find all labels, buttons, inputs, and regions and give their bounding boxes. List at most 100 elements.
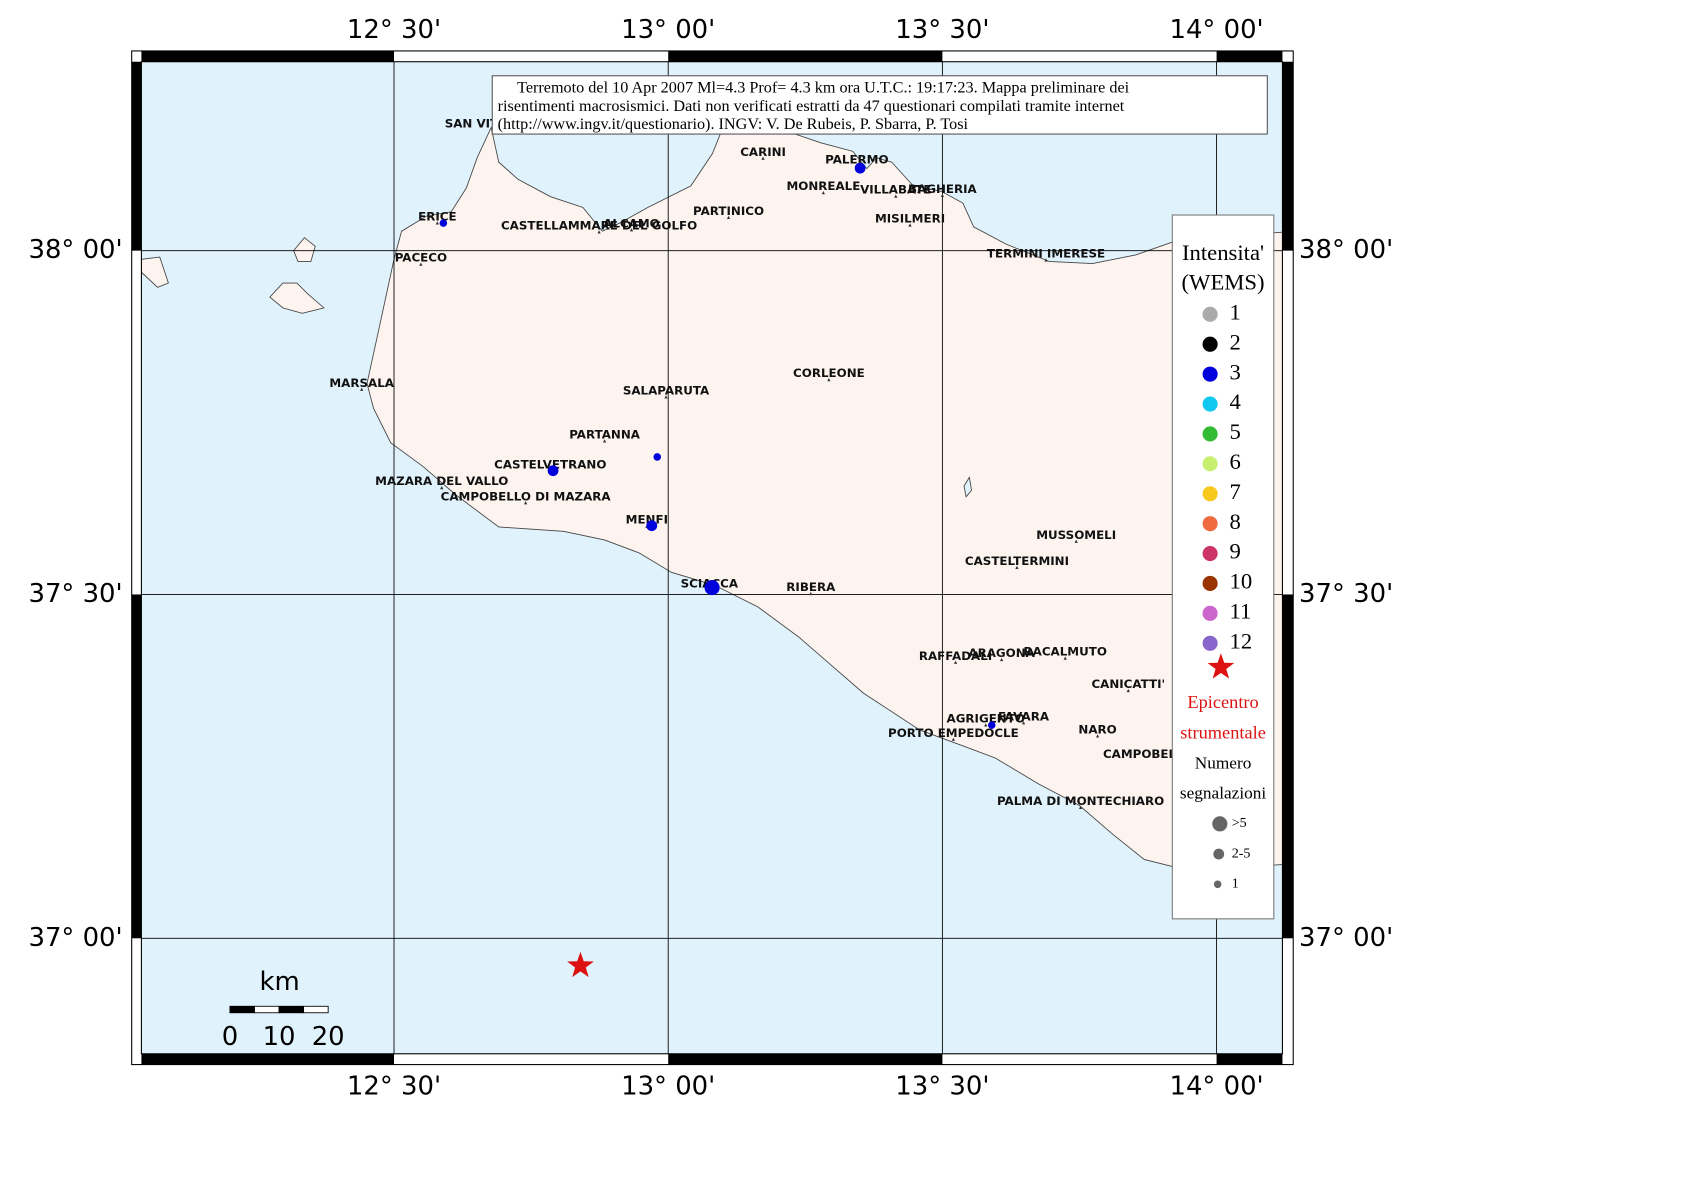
place-marker — [951, 737, 955, 741]
place-label: PALMA DI MONTECHIARO — [997, 794, 1164, 808]
frame-segment — [1216, 1053, 1283, 1065]
axes: 12° 30' 12° 30' 13° 00' 13° 00' 13° 30' 13° 3… — [28, 15, 1393, 1102]
scale-segment — [278, 1005, 305, 1014]
frame — [131, 50, 1294, 1066]
place-marker — [360, 387, 364, 391]
caption-line: risentimenti macrosismici. Dati non veri… — [498, 97, 1125, 115]
intensity-point — [439, 219, 448, 227]
legend-swatch — [1202, 366, 1218, 382]
place-marker — [435, 221, 439, 225]
frame-segment — [668, 50, 943, 62]
lon-tick-label: 13° 00' — [621, 1072, 715, 1102]
lake — [963, 476, 972, 498]
place-marker — [1078, 805, 1083, 809]
legend-label: 9 — [1230, 539, 1241, 564]
legend-size-label: >5 — [1232, 815, 1247, 831]
scale-segment — [229, 1005, 255, 1014]
place-label: CASTELVETRANO — [494, 458, 606, 472]
place-marker — [1095, 734, 1100, 738]
frame-segment — [131, 61, 142, 251]
place-label: CANICATTI' — [1091, 677, 1165, 691]
lat-tick-label: 37° 30' — [28, 579, 122, 609]
place-label: BAGHERIA — [908, 182, 978, 196]
legend-title: (WEMS) — [1182, 269, 1265, 294]
legend-box — [1171, 214, 1275, 920]
intensity-point — [646, 520, 658, 532]
legend-size-label: 1 — [1232, 876, 1239, 892]
lon-tick-label: 14° 00' — [1169, 1072, 1263, 1102]
legend-size — [1212, 816, 1228, 832]
intensity-point — [854, 162, 866, 174]
scale-tick-label: 10 — [263, 1022, 296, 1052]
lon-tick-label: 13° 30' — [895, 15, 989, 45]
frame-segment — [668, 1053, 943, 1065]
place-label: PARTINICO — [693, 204, 764, 218]
legend: Intensita'(WEMS)123456789101112Epicentro… — [1171, 214, 1275, 920]
place-marker — [1074, 539, 1078, 543]
place-label: PACECO — [395, 251, 447, 265]
legend-swatch — [1202, 486, 1218, 502]
epicenter — [567, 951, 594, 978]
place-marker — [821, 191, 826, 195]
place-marker — [999, 657, 1004, 662]
legend-swatch — [1202, 306, 1218, 322]
scale-tick-label: 20 — [312, 1022, 345, 1052]
caption-line: Terremoto del 10 Apr 2007 Ml=4.3 Prof= 4… — [517, 78, 1130, 96]
place-marker — [1126, 688, 1130, 693]
caption-box — [491, 75, 1268, 135]
place-label: CASTELTERMINI — [965, 554, 1069, 568]
place-marker — [827, 378, 831, 382]
place-label: PALERMO — [825, 152, 888, 166]
lat-tick-label: 37° 30' — [1299, 579, 1393, 609]
place-marker — [664, 395, 668, 399]
place-label: ALCAMO — [603, 216, 660, 230]
legend-label: 3 — [1230, 359, 1241, 384]
place-marker — [894, 194, 898, 198]
legend-label: 2 — [1230, 329, 1241, 354]
scale-tick-label: 0 — [222, 1022, 238, 1052]
scale-segment — [254, 1005, 280, 1014]
place-label: CAMPOBELLO DI MAZARA — [441, 489, 612, 503]
place-marker — [984, 723, 988, 727]
place-marker — [597, 230, 601, 234]
place-marker — [1015, 565, 1019, 570]
lon-tick-label: 12° 30' — [347, 15, 441, 45]
place-marker — [726, 215, 731, 220]
place-label: RIBERA — [786, 580, 836, 594]
legend-count-title: segnalazioni — [1180, 784, 1266, 803]
legend-label: 5 — [1230, 419, 1241, 444]
island — [269, 282, 325, 314]
legend-swatch — [1202, 635, 1218, 651]
place-label: CARINI — [740, 145, 786, 159]
scale-unit: km — [259, 967, 299, 997]
legend-label: 8 — [1230, 509, 1241, 534]
place-marker — [1063, 656, 1067, 660]
scale-bar: km 0 10 20 — [222, 967, 345, 1052]
legend-swatch — [1202, 516, 1218, 532]
place-label: PARTANNA — [569, 427, 641, 441]
place-label: RAFFADALI — [919, 649, 992, 663]
frame-segment — [141, 1053, 395, 1065]
legend-swatch — [1202, 396, 1218, 412]
place-marker — [953, 660, 958, 664]
lon-tick-label: 12° 30' — [347, 1072, 441, 1102]
place-marker — [1021, 721, 1026, 725]
place-marker — [524, 501, 528, 505]
legend-epicenter-label: Epicentro — [1187, 692, 1258, 712]
frame-segment — [141, 50, 395, 62]
points — [439, 162, 996, 978]
lat-tick-label: 38° 00' — [28, 235, 122, 265]
place-marker — [440, 486, 444, 490]
place-marker — [940, 193, 945, 198]
legend-size — [1213, 848, 1225, 860]
legend-title: Intensita' — [1182, 240, 1264, 265]
place-marker — [602, 439, 607, 443]
legend-swatch — [1202, 575, 1218, 592]
scale-segment — [303, 1005, 329, 1014]
caption-line: (http://www.ingv.it/questionario). INGV:… — [498, 115, 969, 133]
legend-epicenter-label: strumentale — [1180, 722, 1266, 742]
lat-tick-label: 38° 00' — [1299, 235, 1393, 265]
place-label: RACALMUTO — [1024, 645, 1107, 659]
intensity-point — [704, 580, 720, 596]
